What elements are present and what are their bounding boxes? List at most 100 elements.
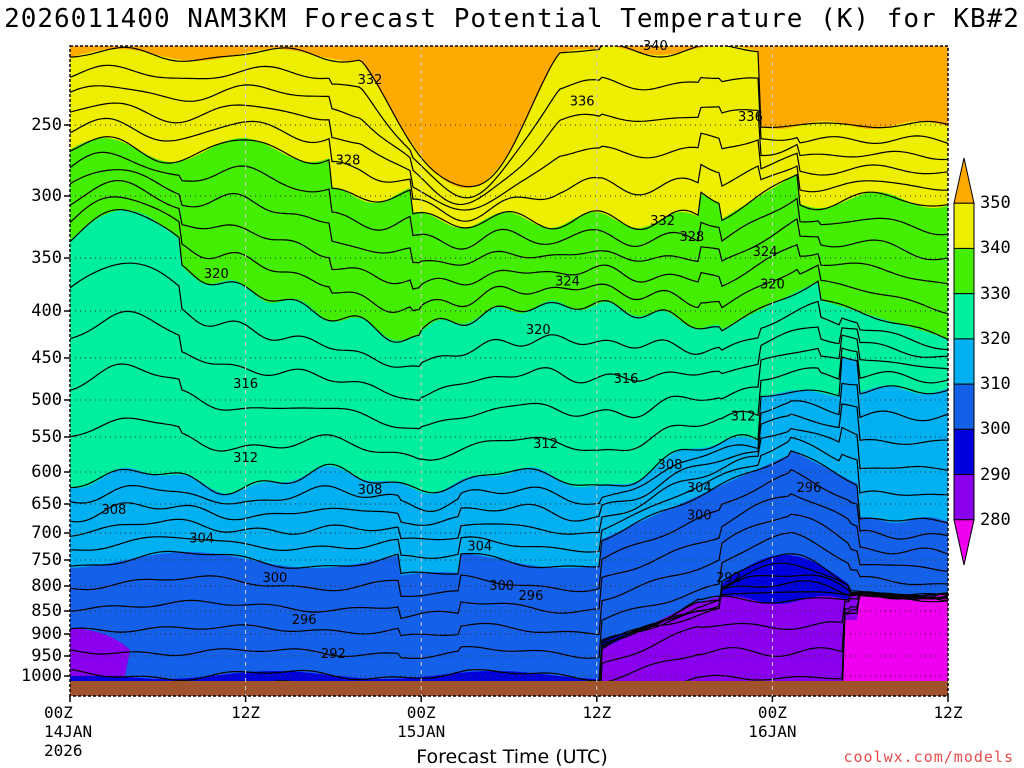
- contour-label: 296: [292, 613, 317, 628]
- y-tick-label: 350: [31, 248, 62, 268]
- y-tick-label: 600: [31, 462, 62, 482]
- contour-line: [70, 262, 948, 368]
- chart-title: 2026011400 NAM3KM Forecast Potential Tem…: [4, 4, 1020, 34]
- contour-line: [600, 593, 948, 696]
- colorbar: [953, 157, 975, 566]
- contour-label: 328: [680, 230, 705, 245]
- contour-label: 332: [650, 214, 675, 229]
- contour-labels: 340 336 336 332 328 332 328 324 324 320 320 320 316 3…: [101, 39, 821, 662]
- contour-line: [599, 591, 948, 696]
- contour-label: 308: [658, 458, 683, 473]
- contour-line: [70, 46, 948, 188]
- y-tick-label: 450: [31, 348, 62, 368]
- contour-label: 328: [336, 154, 361, 169]
- contour-line: [70, 436, 948, 559]
- y-tick-label: 850: [31, 601, 62, 621]
- colorbar-cell: [953, 428, 975, 476]
- colorbar-cell: [953, 247, 975, 295]
- contour-label: 308: [358, 483, 383, 498]
- colorbar-label: 320: [980, 328, 1011, 349]
- contour-label: 292: [321, 647, 346, 662]
- contour-label: 304: [687, 481, 712, 496]
- y-tick-label: 550: [31, 427, 62, 447]
- contour-label: 320: [760, 278, 785, 293]
- contour-line: [70, 382, 948, 513]
- contour-label: 304: [467, 540, 492, 555]
- contour-label: 296: [519, 589, 544, 604]
- contour-label: 312: [731, 409, 756, 424]
- y-tick-label: 400: [31, 301, 62, 321]
- credit-link[interactable]: coolwx.com/models: [843, 748, 1014, 766]
- contour-label: 312: [533, 437, 558, 452]
- colorbar-cell: [953, 474, 975, 521]
- contour-label: 320: [204, 267, 229, 282]
- x-axis-title: Forecast Time (UTC): [416, 746, 608, 768]
- contour-line: [70, 208, 948, 343]
- x-tick-label: 00Z 14JAN 2026: [44, 703, 93, 760]
- cold-pocket: [70, 628, 130, 676]
- contour-label: 336: [570, 94, 595, 109]
- colorbar-cell: [953, 202, 975, 249]
- contour-line: [70, 513, 948, 637]
- x-tick-label: 12Z: [933, 703, 963, 722]
- contour-label: 296: [797, 481, 822, 496]
- contour-line: [599, 580, 948, 696]
- y-tick-label: 750: [31, 550, 62, 570]
- contour-label: 312: [233, 451, 258, 466]
- plot-frame: [69, 45, 949, 697]
- contour-label: 316: [233, 377, 258, 392]
- contour-label: 324: [753, 245, 778, 260]
- contour-line: [70, 102, 948, 211]
- y-tick-label: 800: [31, 576, 62, 596]
- contour-label: 300: [489, 579, 514, 594]
- contour-line: [70, 310, 948, 402]
- y-tick-label: 700: [31, 523, 62, 543]
- colorbar-cell: [953, 293, 975, 340]
- contour-line: [70, 426, 948, 541]
- contour-line: [70, 151, 948, 250]
- colorbar-cell: [953, 519, 975, 566]
- contour-lines: [70, 46, 948, 696]
- contour-label: 332: [358, 73, 383, 88]
- contour-line: [70, 136, 948, 231]
- colorbar-label: 310: [980, 374, 1011, 395]
- contour-line: [70, 347, 948, 461]
- colorbar-label: 290: [980, 464, 1011, 485]
- contour-line: [70, 493, 948, 620]
- contour-line: [70, 553, 948, 682]
- y-tick-label: 950: [31, 646, 62, 666]
- colorbar-label: 340: [980, 238, 1011, 259]
- contour-label: 336: [738, 110, 763, 125]
- contour-line: [606, 591, 948, 696]
- x-tick-label: 12Z: [582, 703, 612, 722]
- y-tick-label: 250: [31, 115, 62, 135]
- contour-line: [70, 334, 948, 430]
- contour-label: 316: [614, 372, 639, 387]
- contour-line: [70, 169, 948, 266]
- contour-band: [842, 591, 948, 696]
- colorbar-cell: [953, 383, 975, 430]
- y-tick-label: 300: [31, 186, 62, 206]
- x-tick-label: 00Z 15JAN: [397, 703, 446, 741]
- contour-label: 308: [101, 503, 126, 518]
- y-tick-label: 900: [31, 624, 62, 644]
- contour-line: [70, 84, 948, 206]
- y-tick-label: 1000: [21, 666, 62, 686]
- x-tick-label: 12Z: [231, 703, 261, 722]
- contour-line: [70, 196, 948, 315]
- contour-line: [70, 356, 948, 496]
- contour-label: 304: [189, 531, 214, 546]
- colorbar-cell: [953, 157, 975, 204]
- contour-label: 300: [262, 571, 287, 586]
- contour-line: [70, 450, 948, 575]
- contour-label: 300: [687, 509, 712, 524]
- contour-line: [599, 593, 948, 696]
- contour-line: [70, 468, 948, 597]
- colorbar-cell: [953, 338, 975, 385]
- contour-label: 324: [555, 274, 580, 289]
- colorbar-label: 300: [980, 419, 1011, 440]
- terrain: [70, 681, 948, 696]
- colorbar-label: 330: [980, 283, 1011, 304]
- contour-line: [70, 403, 948, 526]
